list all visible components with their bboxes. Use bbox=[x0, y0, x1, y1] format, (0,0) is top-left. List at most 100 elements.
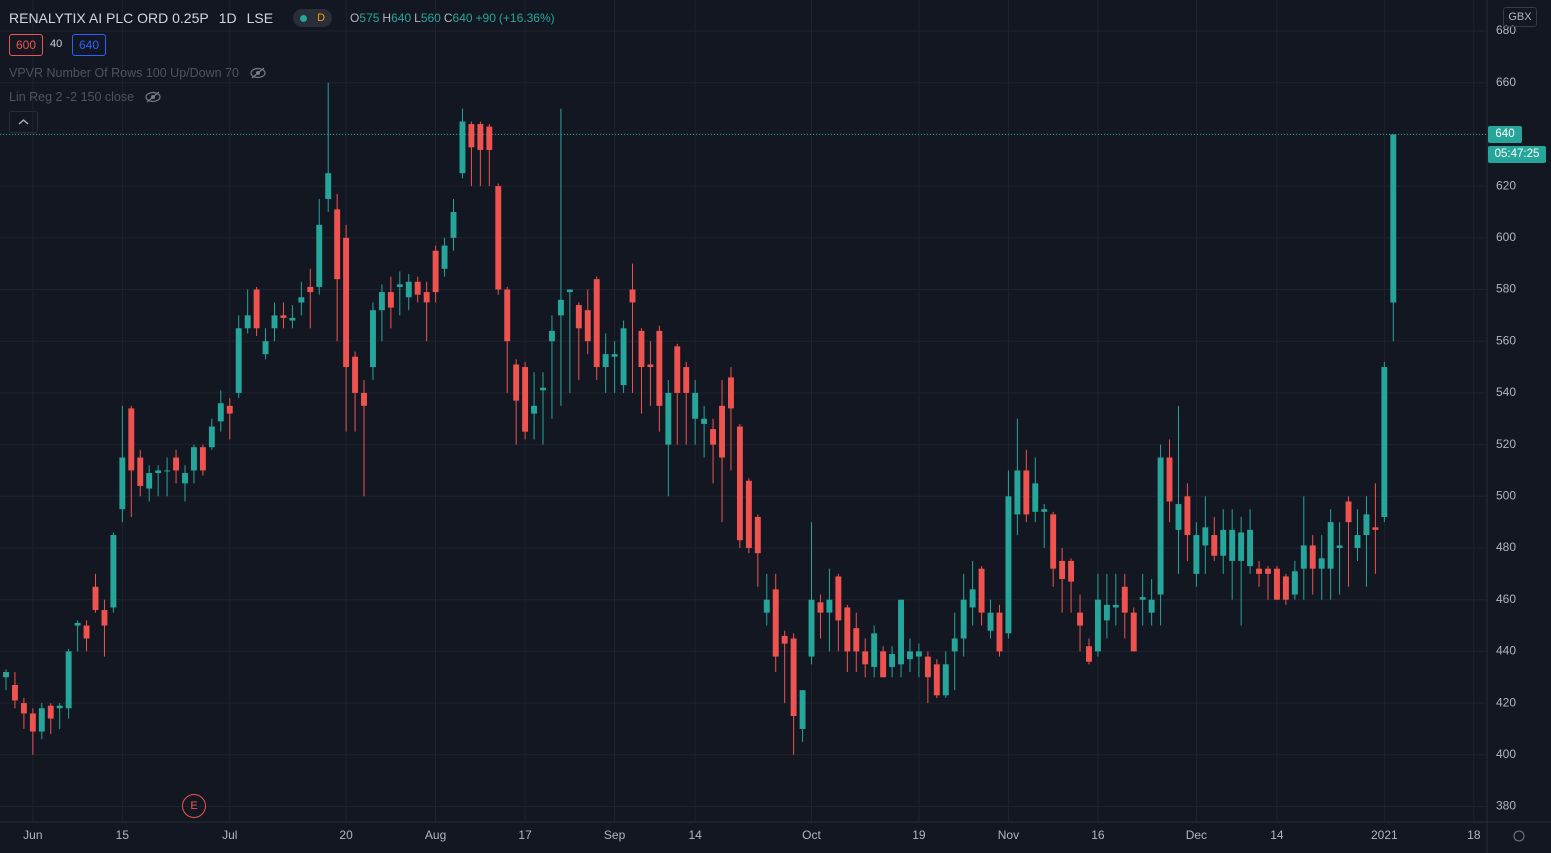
y-tick-label: 380 bbox=[1496, 799, 1516, 813]
settings-icon[interactable] bbox=[1513, 830, 1525, 842]
x-tick-label: Dec bbox=[1186, 828, 1207, 842]
candle-body bbox=[334, 209, 341, 280]
x-tick-label: 19 bbox=[912, 828, 926, 842]
candle-body bbox=[1148, 599, 1155, 613]
candle-body bbox=[1184, 496, 1191, 536]
candle-body bbox=[414, 281, 421, 295]
candle-body bbox=[593, 279, 600, 368]
candle-body bbox=[208, 426, 215, 448]
candle-body bbox=[226, 405, 233, 414]
candle-body bbox=[683, 367, 690, 393]
candle-body bbox=[298, 297, 305, 303]
candle-body bbox=[754, 516, 761, 554]
candle-body bbox=[1023, 470, 1030, 515]
indicator[interactable]: Lin Reg 2 -2 150 close bbox=[9, 90, 162, 104]
hidden-icon[interactable] bbox=[249, 66, 267, 80]
candle-body bbox=[146, 473, 153, 489]
candle-body bbox=[942, 664, 949, 696]
candle-body bbox=[960, 599, 967, 639]
candle-body bbox=[620, 328, 627, 386]
candle-body bbox=[826, 599, 833, 613]
candle-body bbox=[164, 470, 171, 472]
candle-body bbox=[1265, 568, 1271, 574]
candle-body bbox=[898, 599, 904, 665]
candle-body bbox=[3, 672, 9, 678]
candle-body bbox=[522, 367, 529, 432]
candle-body bbox=[808, 599, 815, 657]
candle-body bbox=[575, 305, 582, 329]
ask[interactable]: 640 bbox=[72, 34, 107, 56]
x-tick-label: 16 bbox=[1091, 828, 1105, 842]
x-tick-label: 14 bbox=[688, 828, 702, 842]
candle-body bbox=[933, 664, 940, 696]
candle-body bbox=[1291, 571, 1298, 595]
candle-body bbox=[128, 408, 135, 471]
candle-body bbox=[441, 245, 448, 269]
candle-body bbox=[74, 622, 81, 626]
y-tick-label: 660 bbox=[1496, 75, 1516, 89]
candle-body bbox=[1014, 470, 1021, 515]
candle-body bbox=[182, 473, 188, 484]
candle-body bbox=[566, 289, 573, 293]
bid[interactable]: 600 bbox=[9, 34, 44, 56]
exchange: LSE bbox=[246, 10, 274, 26]
y-tick-label: 560 bbox=[1496, 333, 1516, 347]
candle-body bbox=[217, 403, 224, 422]
candle-body bbox=[1354, 535, 1361, 548]
y-tick-label: 520 bbox=[1496, 437, 1516, 451]
collapse-button[interactable] bbox=[9, 111, 38, 133]
x-tick-label: Sep bbox=[604, 828, 626, 842]
candle-body bbox=[1193, 535, 1200, 574]
candle-body bbox=[155, 470, 162, 474]
ohlc-legend: O575 H640 L560 C640 +90 (+16.36%) bbox=[350, 11, 558, 25]
candle-body bbox=[370, 310, 376, 368]
x-tick-label: 15 bbox=[116, 828, 130, 842]
y-tick-label: 480 bbox=[1496, 540, 1516, 554]
change: +90 bbox=[475, 11, 496, 25]
y-tick-label: 420 bbox=[1496, 695, 1516, 709]
candle-body bbox=[477, 124, 484, 150]
y-tick-label: 620 bbox=[1496, 178, 1516, 192]
candle-body bbox=[235, 328, 242, 393]
candle-body bbox=[1041, 509, 1048, 512]
ohlc-value: 575 bbox=[359, 11, 380, 25]
candle-body bbox=[889, 653, 896, 667]
candle-body bbox=[1238, 532, 1245, 561]
candle-body bbox=[799, 690, 806, 729]
candle-body bbox=[871, 633, 878, 667]
change: (+16.36%) bbox=[498, 11, 555, 25]
x-tick-label: Aug bbox=[425, 828, 446, 842]
y-tick-label: 400 bbox=[1496, 747, 1516, 761]
candle-body bbox=[656, 330, 663, 406]
candle-body bbox=[1175, 504, 1182, 530]
candle-body bbox=[20, 703, 27, 714]
candle-body bbox=[1103, 604, 1110, 621]
ohlc-value: 560 bbox=[420, 11, 441, 25]
candle-body bbox=[1130, 612, 1137, 652]
y-tick-label: 500 bbox=[1496, 488, 1516, 502]
spread: 40 bbox=[50, 38, 63, 50]
session-label: D bbox=[317, 12, 326, 24]
candle-body bbox=[1220, 529, 1227, 556]
candle-body bbox=[65, 651, 72, 709]
candle-body bbox=[190, 447, 197, 471]
interval[interactable]: 1D bbox=[218, 10, 237, 26]
candle-body bbox=[1229, 529, 1236, 561]
candle-body bbox=[119, 457, 126, 510]
candle-body bbox=[92, 586, 99, 611]
candle-body bbox=[647, 364, 654, 368]
indicator[interactable]: VPVR Number Of Rows 100 Up/Down 70 bbox=[9, 66, 267, 80]
candle-body bbox=[915, 651, 922, 657]
currency[interactable]: GBX bbox=[1503, 7, 1537, 27]
candle-body bbox=[844, 607, 851, 652]
earnings-marker[interactable]: E bbox=[182, 794, 206, 818]
candle-body bbox=[47, 705, 54, 719]
candle-body bbox=[629, 289, 636, 303]
hidden-icon[interactable] bbox=[144, 90, 162, 104]
x-tick-label: 14 bbox=[1270, 828, 1284, 842]
ohlc-value: 640 bbox=[391, 11, 412, 25]
candle-body bbox=[1068, 560, 1075, 582]
x-tick-label: 17 bbox=[518, 828, 532, 842]
candle-body bbox=[56, 705, 63, 709]
